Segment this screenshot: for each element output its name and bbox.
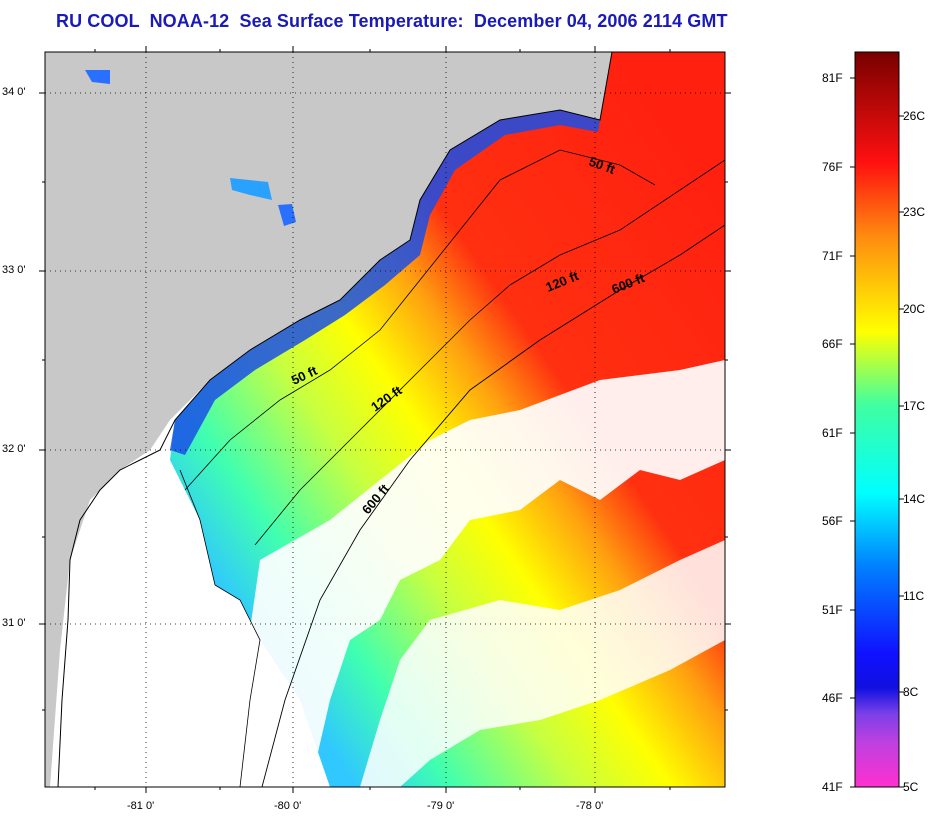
colorbar-f-label: 41F <box>822 780 843 794</box>
isobath-600 <box>261 224 725 787</box>
coastal-cold-band <box>170 110 600 455</box>
lat-label: 32 0' <box>2 443 26 455</box>
axis-ticks <box>39 46 731 793</box>
colorbar-f-label: 66F <box>822 337 843 351</box>
colorbar-c-label: 23C <box>903 205 926 219</box>
lat-label: 34 0' <box>2 86 26 98</box>
colorbar-f-label: 46F <box>822 691 843 705</box>
colorbar-c-label: 17C <box>903 399 926 413</box>
colorbar-ticks <box>850 77 904 788</box>
colorbar-c-label: 8C <box>903 685 919 699</box>
inner-coastline <box>179 469 261 787</box>
map-frame <box>44 51 726 788</box>
lon-label: -78 0' <box>576 800 604 812</box>
colorbar-f-label: 71F <box>822 249 843 263</box>
colorbar-c-label: 14C <box>903 492 926 506</box>
colorbar-c-label: 11C <box>903 589 925 603</box>
map-title: RU COOL NOAA-12 Sea Surface Temperature:… <box>56 11 728 31</box>
colorbar <box>855 52 899 787</box>
coastline <box>57 52 613 787</box>
cloud-patch <box>360 540 725 787</box>
lon-label: -80 0' <box>274 800 302 812</box>
colorbar-f-label: 81F <box>822 71 843 85</box>
land-area <box>45 52 612 787</box>
isobath-120 <box>254 159 725 546</box>
colorbar-f-label: 51F <box>822 603 843 617</box>
colorbar-f-label: 56F <box>822 514 843 528</box>
lat-label: 33 0' <box>2 264 26 276</box>
lon-label: -81 0' <box>127 800 155 812</box>
inland-lake <box>85 70 110 84</box>
inland-lake <box>230 178 272 200</box>
colorbar-f-label: 76F <box>822 160 843 174</box>
isobath-50 <box>184 149 656 491</box>
colorbar-c-label: 5C <box>903 780 919 794</box>
colorbar-f-label: 61F <box>822 426 843 440</box>
cloud-patch <box>240 360 725 787</box>
colorbar-c-label: 26C <box>903 109 926 123</box>
lat-label: 31 0' <box>2 617 26 629</box>
graticule <box>45 52 725 787</box>
lon-label: -79 0' <box>427 800 455 812</box>
inland-lake <box>278 204 296 226</box>
colorbar-c-label: 20C <box>903 302 926 316</box>
